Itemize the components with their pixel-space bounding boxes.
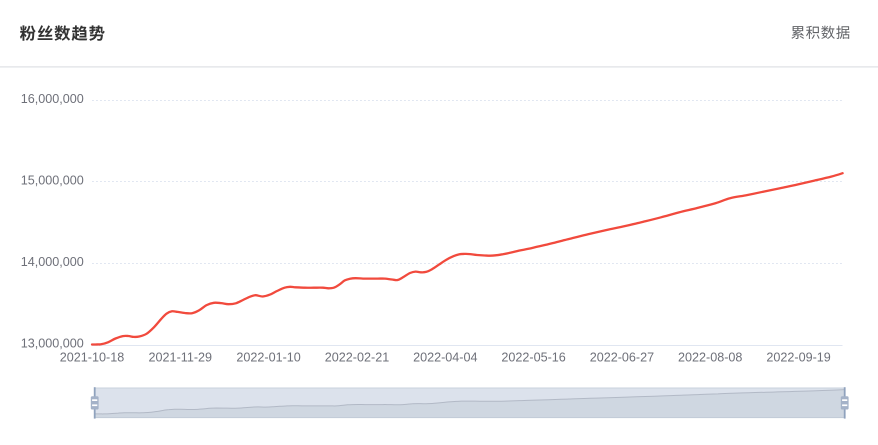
svg-text:2021-10-18: 2021-10-18	[60, 350, 124, 364]
svg-text:2022-09-19: 2022-09-19	[766, 350, 830, 364]
svg-text:2022-04-04: 2022-04-04	[413, 350, 477, 364]
svg-text:14,000,000: 14,000,000	[21, 255, 84, 269]
svg-text:2022-02-21: 2022-02-21	[325, 350, 389, 364]
svg-text:2022-08-08: 2022-08-08	[678, 350, 742, 364]
svg-text:16,000,000: 16,000,000	[21, 92, 84, 106]
svg-text:2021-11-29: 2021-11-29	[149, 350, 213, 364]
svg-text:15,000,000: 15,000,000	[21, 174, 84, 188]
svg-text:13,000,000: 13,000,000	[21, 337, 84, 351]
svg-text:2022-01-10: 2022-01-10	[236, 350, 300, 364]
svg-text:2022-05-16: 2022-05-16	[501, 350, 565, 364]
svg-text:2022-06-27: 2022-06-27	[590, 350, 654, 364]
